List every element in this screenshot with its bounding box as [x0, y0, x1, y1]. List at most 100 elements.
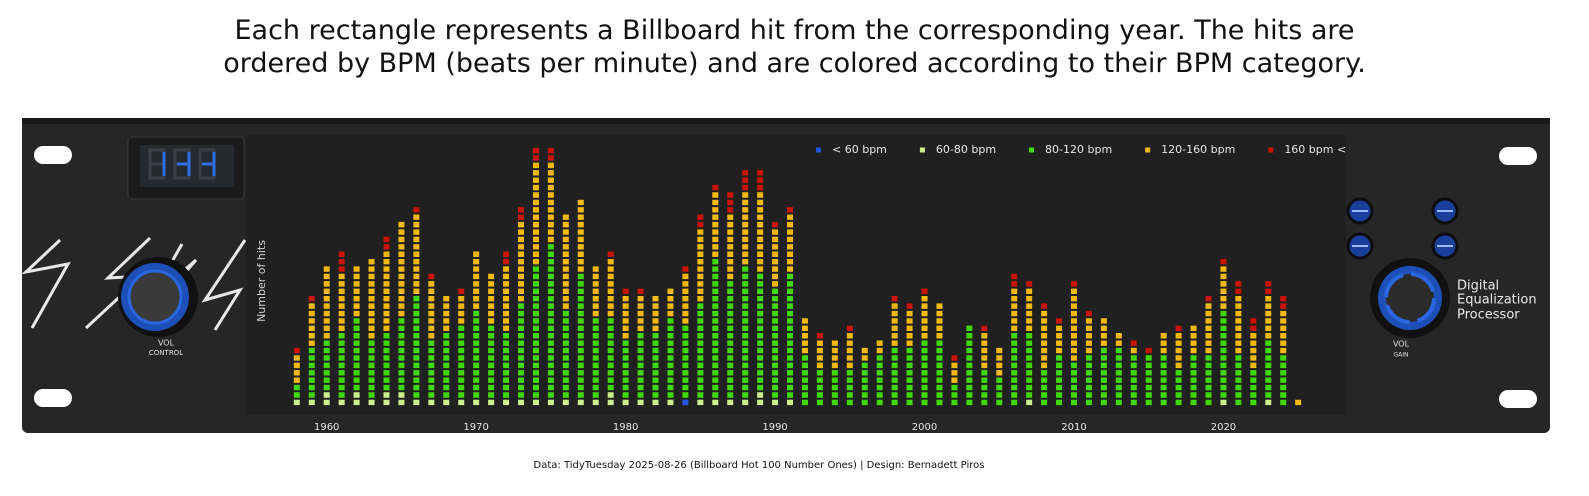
bar-segment: [742, 170, 749, 191]
bar-segment: [398, 221, 405, 317]
bar-segment: [1041, 370, 1048, 406]
bar-segment: [458, 288, 465, 294]
bar-segment: [831, 340, 838, 369]
bar-segment: [697, 229, 704, 302]
bar-segment: [742, 266, 749, 398]
bar-segment: [981, 325, 988, 332]
bar-segment: [1026, 333, 1033, 398]
bar-segment: [383, 392, 390, 406]
bar-segment: [727, 399, 734, 406]
bar-segment: [1145, 347, 1152, 354]
bar-segment: [1130, 347, 1137, 354]
bar-segment: [801, 355, 808, 406]
bar-segment: [816, 333, 823, 339]
x-tick-label: 1980: [613, 422, 638, 433]
bar-segment: [951, 355, 958, 361]
bar-segment: [861, 362, 868, 406]
bar-segment: [712, 399, 719, 406]
x-tick-label: 2010: [1061, 422, 1086, 433]
button-marks: [1352, 210, 1453, 247]
bar-segment: [697, 399, 704, 406]
bar-segment: [607, 392, 614, 406]
bar-segment: [353, 266, 360, 317]
bar-segment: [1130, 340, 1137, 346]
bar-segment: [772, 229, 779, 287]
bar-segment: [353, 318, 360, 391]
bar-segment: [458, 296, 465, 324]
legend-swatch: [1268, 147, 1274, 153]
bar-segment: [1115, 333, 1122, 346]
bar-segment: [622, 399, 629, 406]
rack-hole: [34, 146, 72, 164]
bar-segment: [622, 296, 629, 339]
bar-segment: [891, 347, 898, 406]
bar-segment: [607, 318, 614, 391]
bar-segment: [1145, 355, 1152, 406]
bar-segment: [458, 399, 465, 406]
bar-segment: [981, 333, 988, 369]
bar-segment: [413, 296, 420, 398]
bar-segment: [1070, 288, 1077, 361]
bar-segment: [1205, 303, 1212, 354]
bar-segment: [861, 347, 868, 361]
bar-segment: [667, 399, 674, 406]
bar-segment: [1220, 258, 1227, 265]
bar-segment: [876, 355, 883, 406]
bar-segment: [1026, 399, 1033, 406]
bar-segment: [413, 214, 420, 294]
bar-segment: [1100, 318, 1107, 346]
bar-segment: [921, 296, 928, 339]
legend-swatch: [1145, 147, 1151, 153]
bar-segment: [383, 251, 390, 332]
bar-segment: [518, 303, 524, 398]
bar-segment: [981, 370, 988, 406]
bar-segment: [443, 399, 450, 406]
bar-segment: [906, 303, 913, 309]
bar-segment: [562, 214, 569, 309]
bar-segment: [1070, 362, 1077, 406]
bar-segment: [1235, 355, 1242, 406]
bar-segment: [1115, 347, 1122, 406]
bar-segment: [1175, 333, 1182, 369]
bar-segment: [1026, 288, 1033, 332]
bar-segment: [398, 318, 405, 391]
rack-hole: [1499, 147, 1537, 165]
bar-segment: [562, 399, 569, 406]
legend-swatch: [1029, 147, 1035, 153]
bar-segment: [1265, 281, 1272, 294]
bar-segment: [637, 333, 644, 398]
bar-segment: [697, 214, 704, 228]
bar-segment: [757, 273, 764, 391]
bar-segment: [518, 399, 524, 406]
bar-segment: [398, 392, 405, 406]
bar-segment: [1056, 355, 1063, 406]
bar-segment: [1280, 296, 1287, 309]
bar-segment: [712, 192, 719, 257]
legend-label: 80-120 bpm: [1045, 143, 1112, 156]
bar-segment: [607, 258, 614, 317]
x-tick-label: 1970: [463, 422, 488, 433]
bar-segment: [428, 273, 435, 280]
title-box: Each rectangle represents a Billboard hi…: [0, 14, 1589, 80]
bar-segment: [1235, 281, 1242, 294]
bar-segment: [547, 162, 554, 243]
bar-segment: [727, 214, 734, 280]
bar-segment: [1250, 370, 1257, 406]
knob-label: VOL: [158, 339, 175, 348]
bar-segment: [323, 266, 330, 339]
bar-segment: [1160, 355, 1167, 406]
bar-segment: [428, 281, 435, 339]
bar-segment: [488, 325, 495, 398]
bar-segment: [697, 303, 704, 398]
bar-segment: [831, 370, 838, 406]
bar-segment: [383, 236, 390, 250]
led-screen: [140, 145, 234, 187]
bar-segment: [532, 162, 539, 265]
caption: Data: TidyTuesday 2025-08-26 (Billboard …: [534, 460, 985, 471]
bar-segment: [592, 266, 599, 317]
bar-segment: [816, 370, 823, 406]
bar-segment: [936, 303, 943, 339]
bar-segment: [1070, 281, 1077, 287]
chart-title: Each rectangle represents a Billboard hi…: [223, 15, 1366, 79]
rack-edge: [22, 118, 1550, 124]
